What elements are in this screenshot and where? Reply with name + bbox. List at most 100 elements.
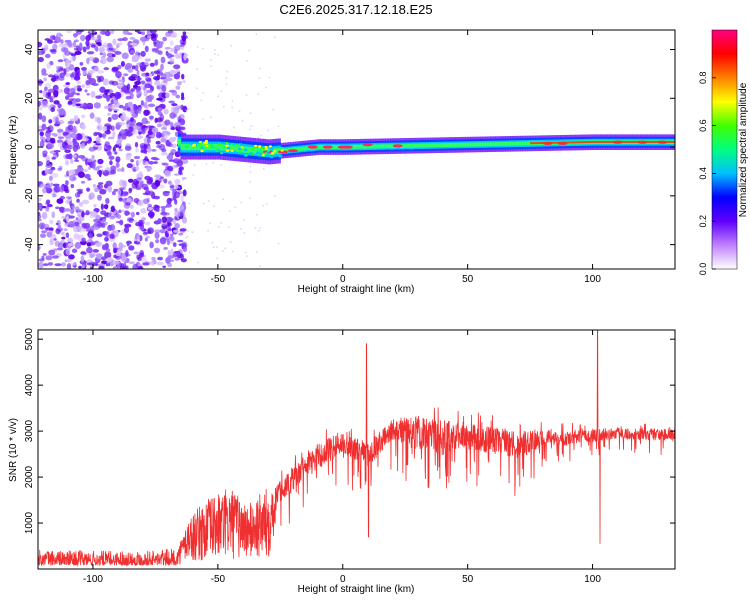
heatmap-band-speckle bbox=[205, 144, 209, 147]
heatmap-band-speckle bbox=[184, 145, 188, 149]
heatmap-noise-cell bbox=[55, 222, 59, 226]
heatmap-noise-cell bbox=[45, 208, 49, 212]
heatmap-speckle bbox=[258, 229, 260, 232]
heatmap-noise-cell bbox=[66, 196, 72, 199]
heatmap-core-red bbox=[617, 140, 621, 143]
heatmap-noise-cell bbox=[52, 183, 60, 187]
heatmap-band-core bbox=[460, 142, 464, 147]
heatmap-noise-cell bbox=[140, 80, 146, 84]
heatmap-noise-cell bbox=[112, 146, 116, 152]
heatmap-noise-cell bbox=[53, 149, 61, 153]
heatmap-noise-cell bbox=[145, 166, 153, 171]
heatmap-noise-cell bbox=[108, 47, 113, 51]
heatmap-noise-cell bbox=[64, 180, 69, 186]
heatmap-band-speckle bbox=[191, 141, 195, 145]
heatmap-band-core bbox=[457, 142, 461, 147]
heatmap-band-core bbox=[300, 146, 304, 151]
heatmap-noise-cell bbox=[57, 224, 62, 228]
heatmap-noise-cell bbox=[136, 69, 140, 76]
heatmap-noise-cell bbox=[104, 236, 109, 242]
heatmap-band-core bbox=[377, 144, 381, 149]
heatmap-band-core bbox=[520, 141, 524, 146]
heatmap-speckle bbox=[181, 195, 184, 198]
heatmap-speckle bbox=[233, 126, 235, 129]
heatmap-noise-cell bbox=[93, 167, 100, 171]
heatmap-noise-cell bbox=[129, 123, 135, 127]
heatmap-noise-cell bbox=[174, 53, 182, 59]
heatmap-noise-cell bbox=[154, 229, 161, 233]
heatmap-band-speckle bbox=[221, 150, 225, 154]
heatmap-noise-cell bbox=[65, 59, 71, 67]
heatmap-noise-cell bbox=[104, 251, 112, 259]
heatmap-noise-cell bbox=[38, 106, 43, 111]
heatmap-noise-cell bbox=[58, 108, 66, 116]
spectrogram-y-tick-label: -40 bbox=[24, 237, 35, 252]
snr-y-tick-label: 4000 bbox=[24, 374, 35, 397]
heatmap-noise-cell bbox=[129, 78, 137, 81]
heatmap-noise-cell bbox=[143, 109, 150, 116]
heatmap-noise-cell bbox=[64, 149, 71, 153]
heatmap-band-core bbox=[360, 144, 364, 149]
heatmap-noise-cell bbox=[77, 216, 83, 220]
heatmap-noise-cell bbox=[71, 248, 78, 254]
heatmap-speckle bbox=[188, 251, 191, 254]
heatmap-noise-cell bbox=[124, 145, 132, 151]
heatmap-noise-cell bbox=[139, 62, 146, 69]
heatmap-band-core bbox=[190, 143, 194, 151]
heatmap-noise-cell bbox=[48, 249, 56, 256]
heatmap-band-core bbox=[425, 143, 429, 148]
heatmap-noise-cell bbox=[44, 53, 51, 59]
heatmap-band-core bbox=[297, 147, 301, 151]
heatmap-noise-cell bbox=[172, 136, 177, 141]
heatmap-noise-cell bbox=[39, 233, 47, 239]
heatmap-speckle bbox=[231, 106, 233, 109]
heatmap-noise-cell bbox=[173, 173, 180, 176]
heatmap-noise-cell bbox=[133, 251, 140, 255]
heatmap-band-speckle bbox=[251, 147, 255, 151]
colorbar: 0.0 0.2 0.4 0.6 0.8 Normalized spectral ampl… bbox=[698, 29, 749, 275]
heatmap-speckle bbox=[265, 203, 268, 205]
heatmap-band-core bbox=[217, 143, 221, 151]
heatmap-noise-cell bbox=[123, 261, 127, 269]
heatmap-noise-cell bbox=[49, 98, 54, 103]
heatmap-core-red bbox=[569, 141, 573, 144]
heatmap-noise-cell bbox=[154, 231, 160, 240]
heatmap-noise-cell bbox=[168, 100, 175, 104]
heatmap-band-speckle bbox=[203, 141, 207, 145]
heatmap-band-speckle bbox=[261, 153, 265, 157]
heatmap-band-speckle bbox=[217, 143, 222, 146]
heatmap-core-red bbox=[599, 140, 603, 143]
heatmap-noise-cell bbox=[92, 37, 99, 41]
heatmap-noise-cell bbox=[156, 261, 164, 266]
heatmap-noise-cell bbox=[106, 257, 114, 263]
heatmap-noise-cell bbox=[68, 153, 73, 160]
heatmap-noise-cell bbox=[130, 73, 138, 79]
heatmap-speckle bbox=[240, 201, 243, 204]
heatmap-noise-cell bbox=[160, 211, 168, 216]
spectrogram-x-label: Height of straight line (km) bbox=[298, 284, 415, 295]
heatmap-noise-cell bbox=[128, 126, 134, 133]
heatmap-band-core bbox=[487, 142, 491, 147]
heatmap-noise-cell bbox=[95, 41, 102, 45]
heatmap-band-core bbox=[522, 141, 526, 146]
heatmap-band-core bbox=[332, 145, 336, 150]
heatmap-band-core bbox=[380, 144, 384, 149]
heatmap-noise-cell bbox=[181, 42, 185, 46]
heatmap-noise-cell bbox=[169, 58, 175, 64]
heatmap-noise-cell bbox=[103, 204, 109, 210]
heatmap-noise-cell bbox=[172, 32, 177, 38]
heatmap-speckle bbox=[223, 105, 225, 108]
heatmap-band-core bbox=[367, 144, 371, 149]
heatmap-noise-cell bbox=[41, 104, 49, 108]
heatmap-noise-cell bbox=[44, 168, 49, 176]
heatmap-noise-cell bbox=[97, 182, 104, 185]
heatmap-band-core bbox=[515, 141, 519, 146]
heatmap-band-core bbox=[420, 143, 424, 148]
heatmap-noise-cell bbox=[143, 231, 149, 235]
heatmap-core-red bbox=[542, 141, 546, 144]
heatmap-noise-cell bbox=[135, 180, 140, 185]
heatmap-noise-cell bbox=[68, 98, 74, 102]
heatmap-noise-cell bbox=[126, 83, 131, 91]
spectrogram-x-tick-label: 100 bbox=[584, 274, 601, 285]
heatmap-noise-cell bbox=[141, 128, 146, 135]
